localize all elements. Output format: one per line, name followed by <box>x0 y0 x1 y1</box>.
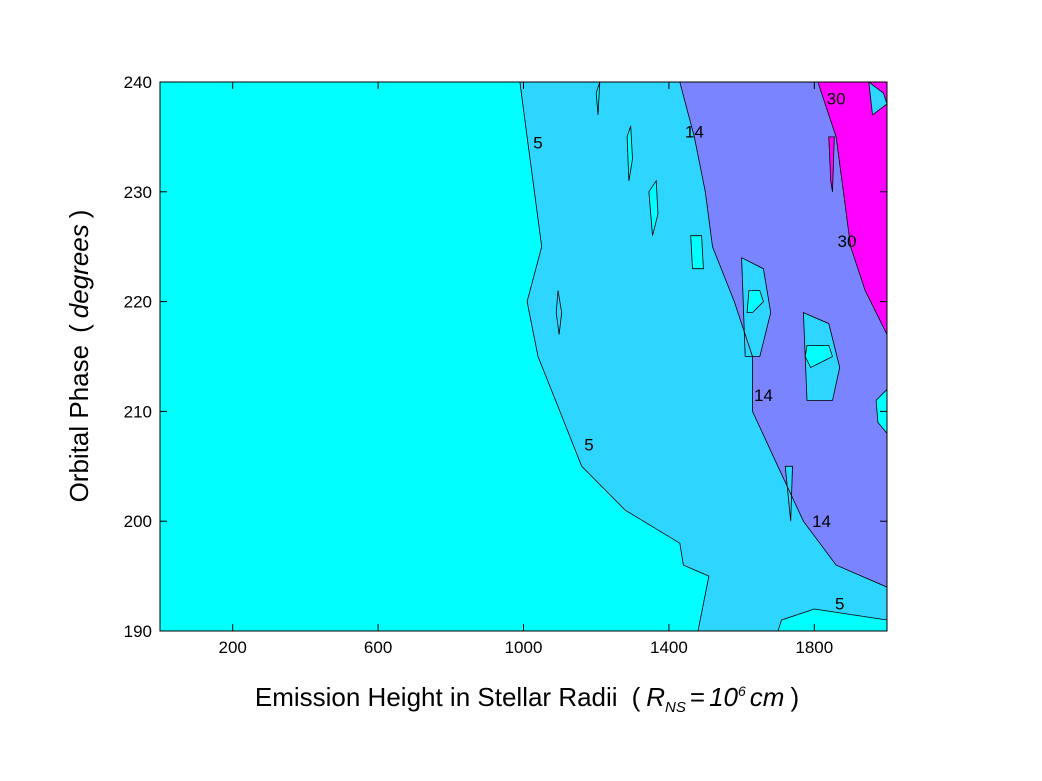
contour-level-label: 14 <box>685 122 704 141</box>
y-tick-label: 230 <box>124 183 152 202</box>
x-tick-label: 200 <box>219 638 247 657</box>
contour-island-4 <box>690 235 704 270</box>
x-axis-label-equals: = <box>690 682 705 712</box>
y-axis-label: Orbital Phase ( degrees) <box>64 210 94 503</box>
x-axis-label-base: 10 <box>709 682 738 712</box>
contour-line-c5-main <box>519 82 710 631</box>
contour-island-2 <box>626 125 633 181</box>
region-lt5-bottom <box>777 609 887 631</box>
contour-island-8 <box>804 345 833 369</box>
contour-line-c5-bottom <box>777 608 887 631</box>
y-tick-label: 240 <box>124 73 152 92</box>
x-axis-label-paren-close: ) <box>790 682 799 712</box>
y-tick-label: 210 <box>124 402 152 421</box>
x-tick-label: 1400 <box>650 638 688 657</box>
x-axis-label: Emission Height in Stellar Radii (RNS = 106… <box>255 682 799 716</box>
y-tick-label: 220 <box>124 293 152 312</box>
contour-island-11 <box>828 136 835 192</box>
contour-level-label: 30 <box>838 232 857 251</box>
region-gt30 <box>817 82 887 335</box>
region-14to30 <box>679 82 887 588</box>
contour-level-label: 5 <box>584 435 593 454</box>
x-tick-label: 1000 <box>505 638 543 657</box>
axis-ticks: 200 600 1000 1400 1800 190 200 210 220 230 240 <box>124 73 887 657</box>
contour-level-label: 14 <box>812 512 831 531</box>
contour-level-label: 5 <box>835 595 844 614</box>
x-axis-label-subscript: NS <box>665 699 686 716</box>
x-axis-label-r: R <box>646 682 665 712</box>
x-axis-label-paren-open: ( <box>632 682 641 712</box>
contour-island-12 <box>868 82 887 116</box>
contour-level-label: 30 <box>827 89 846 108</box>
contour-island-3 <box>648 179 659 236</box>
x-axis-label-unit: cm <box>750 682 785 712</box>
x-axis-label-main: Emission Height in Stellar Radii <box>255 682 618 712</box>
y-tick-label: 200 <box>124 512 152 531</box>
contour-labels: 5 5 5 14 14 14 30 30 <box>533 89 856 613</box>
contour-line-c14-main <box>679 82 887 588</box>
y-axis-label-paren-open: ( <box>64 324 94 333</box>
x-tick-label: 1800 <box>795 638 833 657</box>
contour-line-c30-main <box>817 82 887 335</box>
y-axis-label-paren-close: ) <box>64 210 94 219</box>
y-axis-label-main: Orbital Phase <box>64 345 94 503</box>
y-tick-label: 190 <box>124 622 152 641</box>
contour-island-10 <box>784 465 793 522</box>
contour-level-label: 5 <box>533 133 542 152</box>
y-axis-label-unit: degrees <box>64 224 94 318</box>
contour-island-0 <box>555 290 563 335</box>
contour-island-1 <box>595 82 601 115</box>
x-tick-label: 600 <box>364 638 392 657</box>
contour-island-6 <box>746 290 764 314</box>
x-axis-label-exponent: 6 <box>738 683 746 699</box>
contour-level-label: 14 <box>754 386 773 405</box>
plot-area <box>159 81 888 632</box>
